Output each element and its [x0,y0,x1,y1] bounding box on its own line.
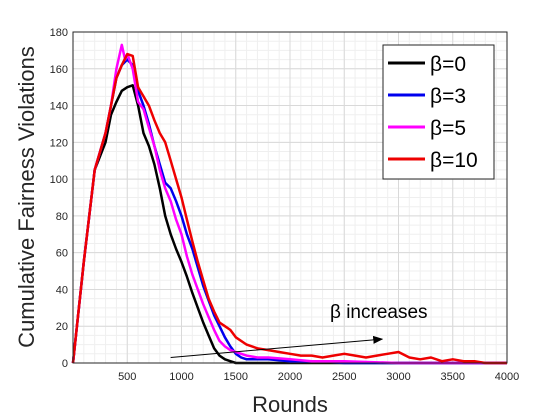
x-tick-label: 500 [118,371,136,383]
x-tick-label: 1500 [224,371,248,383]
x-tick-label: 2000 [278,371,302,383]
y-tick-label: 80 [56,211,68,223]
x-tick-label: 4000 [495,371,519,383]
annotation: β increases [170,302,428,358]
legend-box [382,44,495,180]
y-tick-label: 20 [56,321,68,333]
x-axis-label: Rounds [252,392,328,417]
legend: β=0 β=3 β=5 β=10 [382,44,495,180]
y-tick-label: 180 [50,27,68,39]
x-tick-label: 3500 [441,371,465,383]
x-tick-label: 2500 [332,371,356,383]
series-line-3 [71,52,507,365]
y-tick-label: 160 [50,64,68,76]
y-tick-label: 100 [50,174,68,186]
y-tick-label: 120 [50,137,68,149]
y-tick-label: 0 [62,358,68,370]
plot-frame [72,31,508,364]
legend-label-1: β=3 [430,85,466,108]
annotation-text: β increases [330,302,428,323]
tick-labels: 500 1000 1500 2000 2500 3000 3500 4000 0 20 40 60 80… [50,27,520,383]
y-tick-label: 60 [56,248,68,260]
x-tick-label: 1000 [169,371,193,383]
x-tick-label: 3000 [386,371,410,383]
legend-label-2: β=5 [430,117,466,140]
y-tick-label: 140 [50,101,68,113]
y-tick-label: 40 [56,284,68,296]
series-line-2 [71,43,507,365]
y-axis-label: Cumulative Fairness Violations [14,46,39,348]
annotation-arrow [170,335,384,358]
legend-label-3: β=10 [430,149,478,172]
legend-label-0: β=0 [430,53,466,76]
